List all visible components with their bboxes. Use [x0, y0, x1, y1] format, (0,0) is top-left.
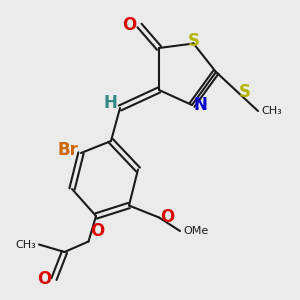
- Text: CH₃: CH₃: [15, 239, 36, 250]
- Text: Br: Br: [57, 141, 78, 159]
- Text: O: O: [37, 270, 51, 288]
- Text: O: O: [90, 222, 104, 240]
- Text: CH₃: CH₃: [261, 106, 282, 116]
- Text: H: H: [103, 94, 117, 112]
- Text: O: O: [160, 208, 175, 226]
- Text: S: S: [238, 82, 250, 100]
- Text: S: S: [188, 32, 200, 50]
- Text: OMe: OMe: [183, 226, 208, 236]
- Text: N: N: [194, 96, 207, 114]
- Text: O: O: [122, 16, 136, 34]
